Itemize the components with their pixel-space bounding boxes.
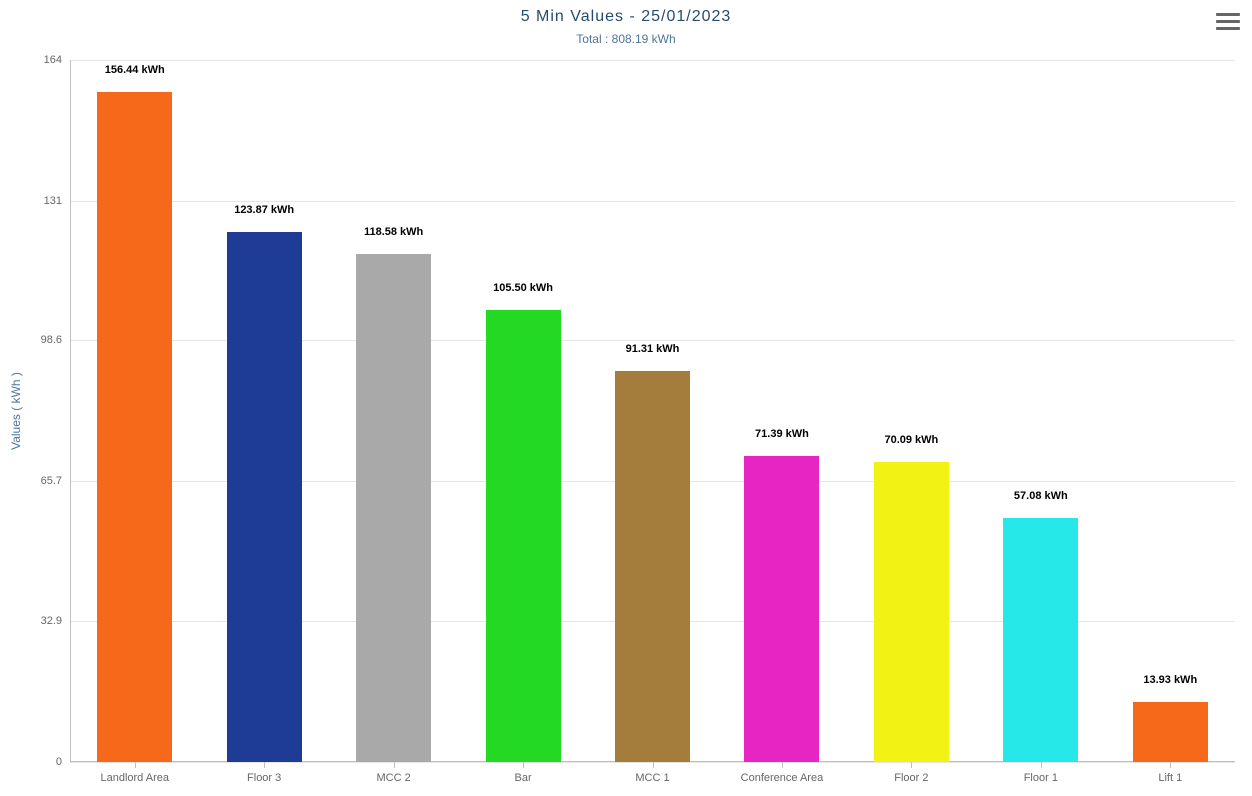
bar[interactable]	[97, 92, 172, 762]
x-tick	[782, 762, 783, 768]
x-tick-label: MCC 1	[635, 772, 669, 784]
y-tick-label: 98.6	[12, 334, 62, 346]
x-tick-label: Floor 1	[1024, 772, 1058, 784]
bar[interactable]	[227, 232, 302, 762]
x-tick-label: Conference Area	[741, 772, 824, 784]
bar-value-label: 105.50 kWh	[493, 282, 553, 294]
y-tick-label: 0	[12, 756, 62, 768]
bar[interactable]	[1003, 518, 1078, 762]
x-tick	[911, 762, 912, 768]
bar-value-label: 156.44 kWh	[105, 64, 165, 76]
bar[interactable]	[744, 456, 819, 762]
x-tick	[135, 762, 136, 768]
bar-value-label: 91.31 kWh	[626, 343, 680, 355]
y-tick-label: 164	[12, 54, 62, 66]
x-tick	[1041, 762, 1042, 768]
x-tick-label: Floor 2	[894, 772, 928, 784]
y-tick-label: 65.7	[12, 475, 62, 487]
x-tick	[653, 762, 654, 768]
bar[interactable]	[1133, 702, 1208, 762]
y-tick-label: 131	[12, 195, 62, 207]
x-tick	[1170, 762, 1171, 768]
chart-title: 5 Min Values - 25/01/2023	[0, 8, 1252, 26]
y-tick-label: 32.9	[12, 615, 62, 627]
x-tick	[394, 762, 395, 768]
x-tick	[523, 762, 524, 768]
chart-subtitle: Total : 808.19 kWh	[0, 32, 1252, 46]
x-tick-label: Bar	[514, 772, 531, 784]
bar-value-label: 123.87 kWh	[234, 204, 294, 216]
bar-value-label: 71.39 kWh	[755, 428, 809, 440]
gridline	[70, 201, 1235, 202]
hamburger-icon	[1216, 13, 1240, 16]
bar-value-label: 118.58 kWh	[364, 226, 423, 238]
y-axis-title: Values ( kWh )	[9, 372, 23, 450]
x-tick-label: Landlord Area	[100, 772, 169, 784]
gridline	[70, 60, 1235, 61]
x-tick-label: Lift 1	[1158, 772, 1182, 784]
bar-value-label: 70.09 kWh	[884, 434, 938, 446]
chart-menu-button[interactable]	[1216, 10, 1240, 32]
bar[interactable]	[486, 310, 561, 762]
bar-value-label: 13.93 kWh	[1143, 674, 1197, 686]
x-tick-label: Floor 3	[247, 772, 281, 784]
bar[interactable]	[356, 254, 431, 762]
bar[interactable]	[874, 462, 949, 762]
plot-area: 156.44 kWh 123.87 kWh 118.58 kWh 105.50 kWh…	[70, 60, 1235, 762]
x-tick	[264, 762, 265, 768]
bar[interactable]	[615, 371, 690, 762]
x-tick-label: MCC 2	[376, 772, 410, 784]
bar-value-label: 57.08 kWh	[1014, 490, 1068, 502]
y-axis-line	[70, 60, 71, 762]
